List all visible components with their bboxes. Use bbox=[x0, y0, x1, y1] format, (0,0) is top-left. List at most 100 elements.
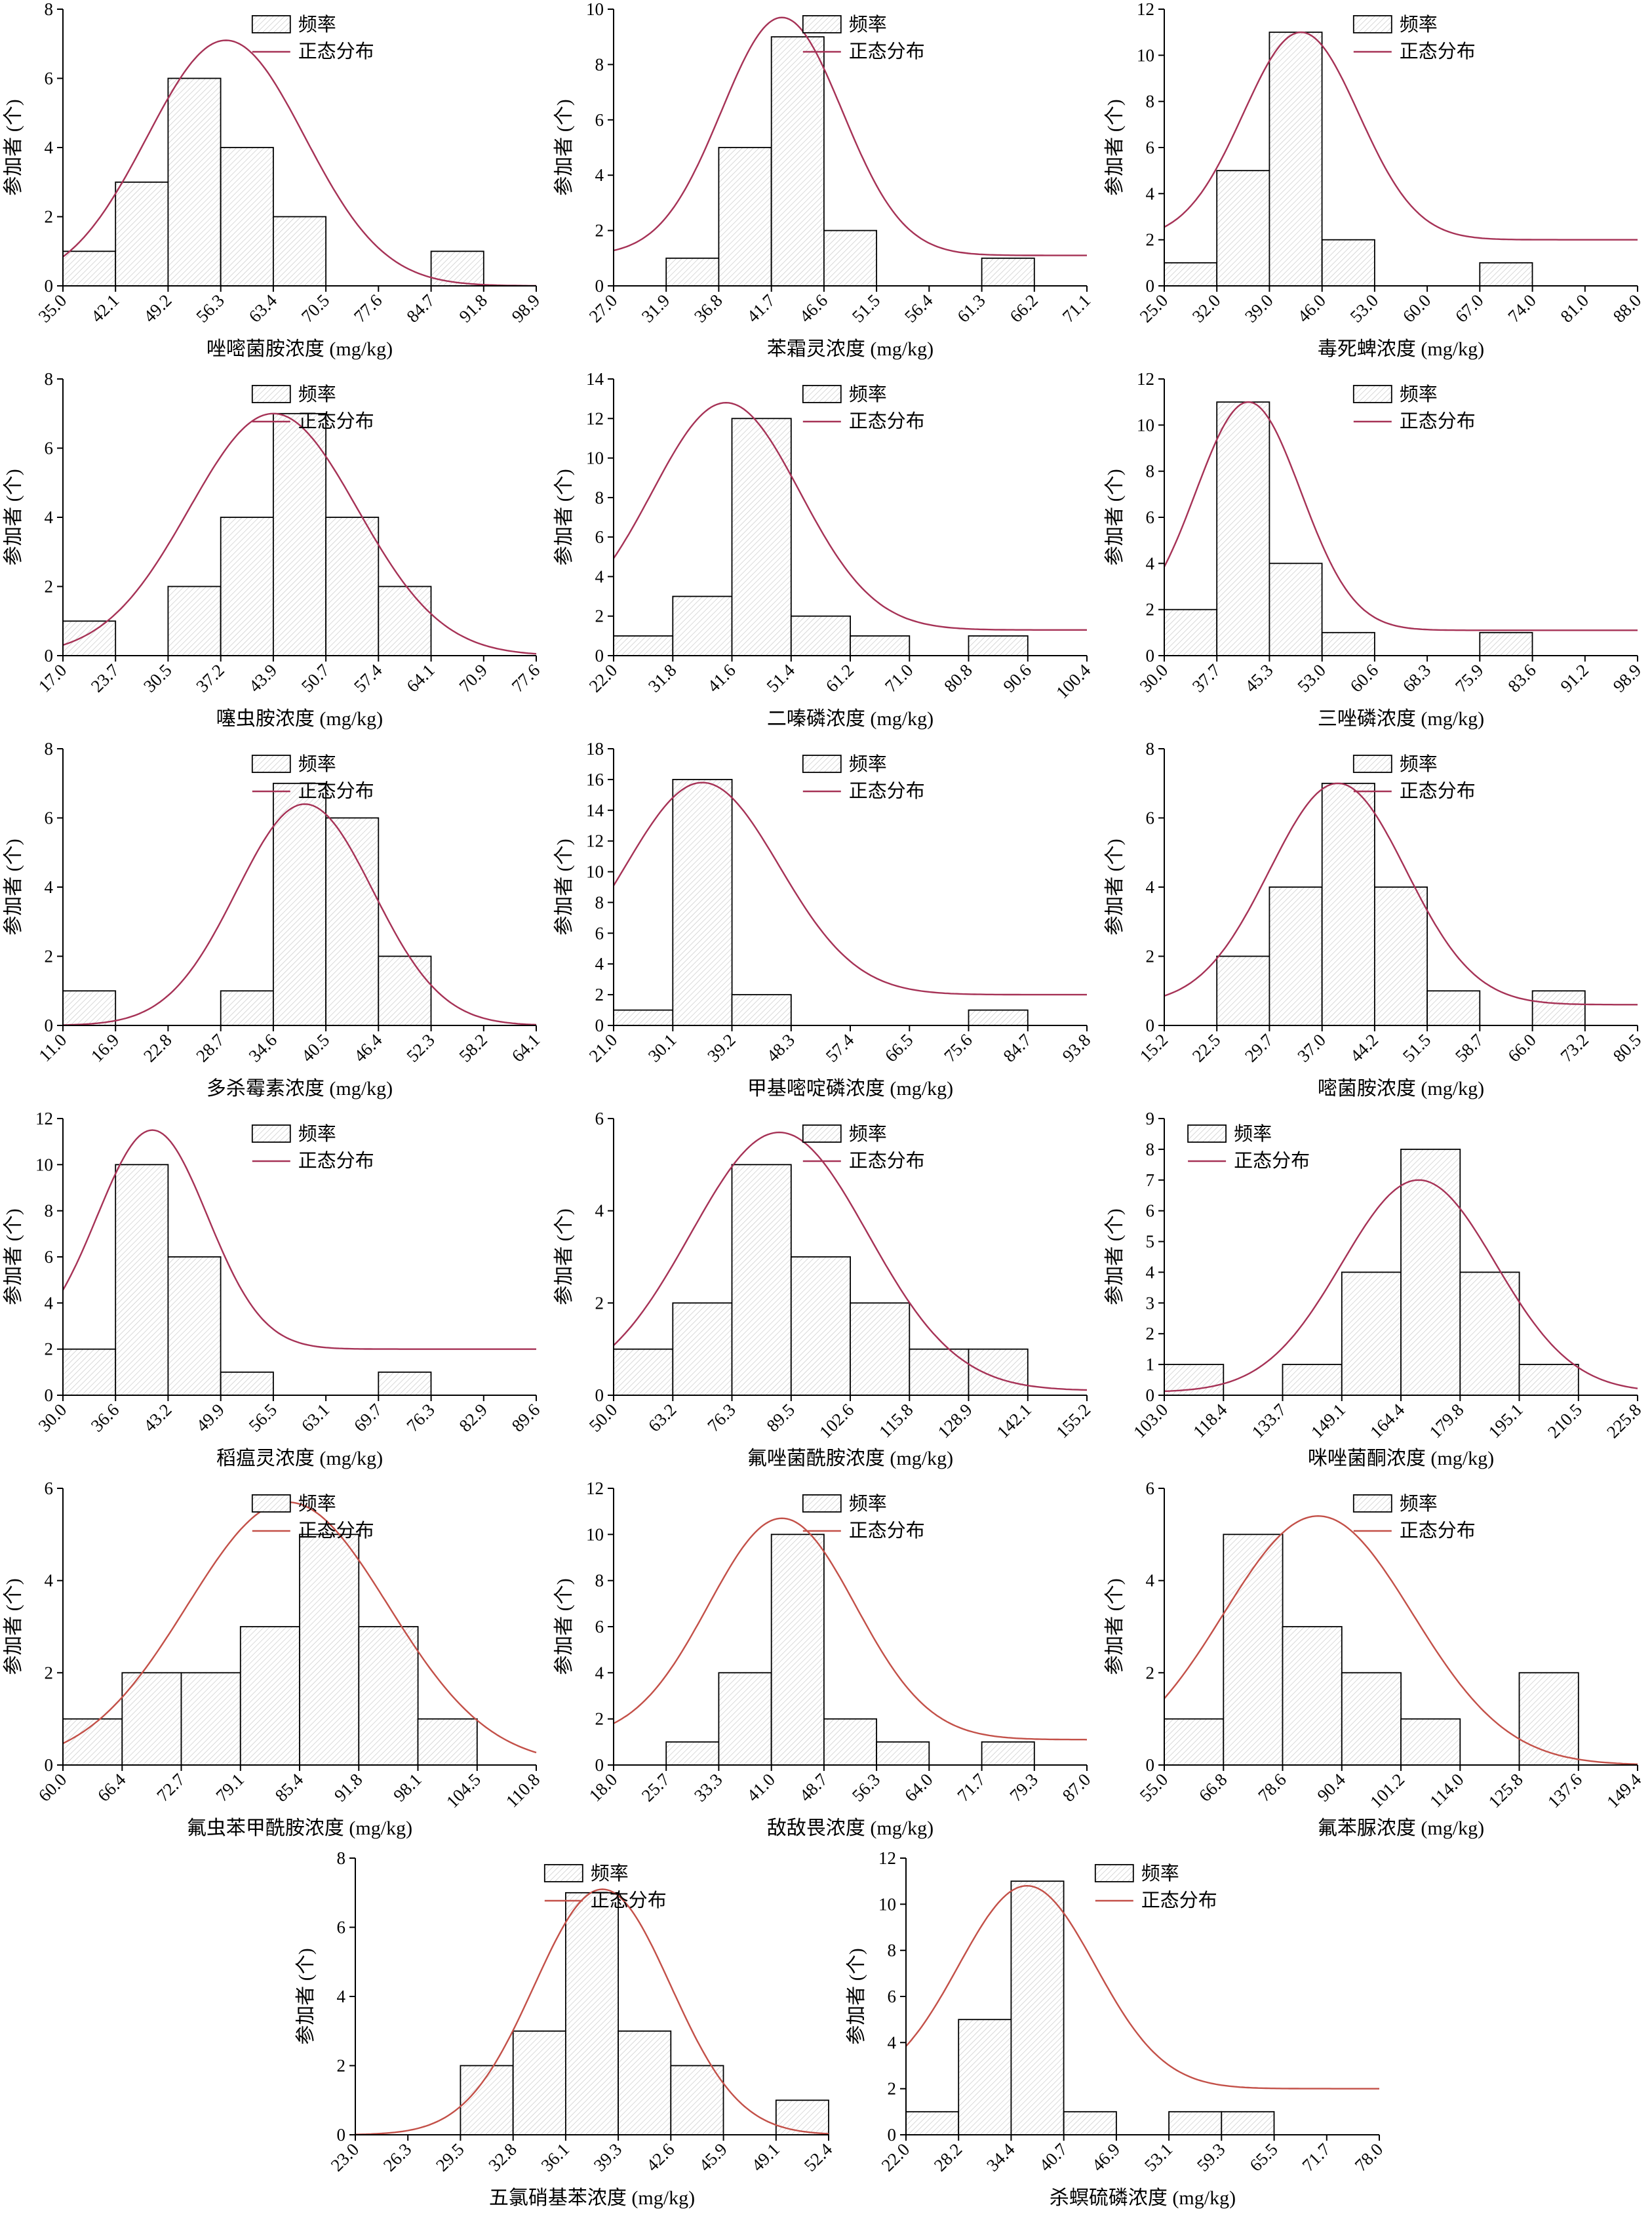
x-tick-label: 51.5 bbox=[1399, 1030, 1435, 1066]
y-tick-label: 8 bbox=[45, 740, 54, 759]
x-tick-label: 56.5 bbox=[245, 1400, 281, 1436]
x-tick-label: 31.8 bbox=[644, 660, 680, 696]
y-axis-title: 参加者 (个) bbox=[1104, 1578, 1126, 1675]
x-tick-label: 46.4 bbox=[350, 1030, 386, 1066]
x-tick-label: 59.3 bbox=[1193, 2139, 1229, 2175]
x-tick-label: 35.0 bbox=[35, 290, 71, 327]
histogram-bar bbox=[512, 2030, 566, 2135]
y-tick-label: 12 bbox=[1137, 0, 1154, 19]
y-axis-title: 参加者 (个) bbox=[3, 1208, 24, 1305]
x-axis-title: 氟虫苯甲酰胺浓度 (mg/kg) bbox=[187, 1817, 412, 1839]
x-tick-label: 80.8 bbox=[940, 660, 976, 696]
legend-normal-label: 正态分布 bbox=[1400, 780, 1476, 802]
y-tick-label: 14 bbox=[586, 801, 604, 820]
chart-cell: 0 2 4 6 8 10 12 25.0 32.0 39.0 46.0 53.0 60.0 67.0 74.… bbox=[1101, 0, 1652, 370]
histogram-bar bbox=[272, 412, 326, 656]
y-tick-label: 4 bbox=[45, 138, 54, 157]
y-tick-label: 6 bbox=[595, 1617, 604, 1637]
chart-8: 0 2 4 6 8 10 12 14 16 18 21.0 30.1 39.2 48.3 57.4 66.5 7… bbox=[553, 739, 1094, 1100]
y-tick-label: 6 bbox=[1146, 507, 1155, 527]
histogram-bar bbox=[378, 955, 432, 1026]
y-tick-label: 4 bbox=[45, 1293, 54, 1313]
x-tick-label: 64.1 bbox=[403, 660, 439, 696]
y-tick-label: 4 bbox=[1146, 1262, 1155, 1282]
histogram-bar bbox=[62, 990, 117, 1026]
x-axis-title: 毒死蜱浓度 (mg/kg) bbox=[1318, 338, 1484, 360]
y-tick-label: 8 bbox=[888, 1941, 897, 1960]
x-tick-label: 125.8 bbox=[1485, 1770, 1527, 1812]
normal-distribution-curve bbox=[355, 1888, 829, 2135]
y-tick-label: 6 bbox=[595, 527, 604, 547]
histogram-bar bbox=[731, 418, 792, 656]
x-tick-label: 45.3 bbox=[1241, 660, 1277, 696]
y-axis-title: 参加者 (个) bbox=[3, 1578, 24, 1675]
x-tick-label: 91.8 bbox=[330, 1770, 366, 1806]
x-tick-label: 82.9 bbox=[455, 1400, 491, 1436]
y-axis-title: 参加者 (个) bbox=[553, 1208, 575, 1305]
normal-distribution-curve bbox=[613, 16, 1087, 256]
x-tick-label: 101.2 bbox=[1366, 1770, 1408, 1812]
x-tick-label: 52.4 bbox=[800, 2139, 836, 2175]
histogram-bar bbox=[1479, 631, 1533, 656]
y-tick-label: 2 bbox=[337, 2056, 346, 2076]
histogram-bar bbox=[115, 1164, 169, 1396]
histogram-bar bbox=[1282, 1626, 1343, 1766]
x-tick-label: 142.1 bbox=[993, 1400, 1035, 1442]
histogram-bar bbox=[1216, 955, 1270, 1026]
x-tick-label: 30.0 bbox=[35, 1400, 71, 1436]
normal-distribution-curve bbox=[1164, 1515, 1638, 1765]
legend-frequency-swatch bbox=[802, 15, 842, 33]
histogram-bar bbox=[618, 2030, 672, 2135]
y-tick-label: 4 bbox=[45, 877, 54, 897]
y-tick-label: 4 bbox=[595, 1663, 604, 1682]
histogram-bar bbox=[121, 1672, 182, 1766]
x-tick-label: 61.3 bbox=[953, 290, 989, 327]
histogram-bar bbox=[1373, 886, 1428, 1026]
x-tick-label: 40.7 bbox=[1035, 2139, 1071, 2175]
histogram-bar bbox=[968, 1009, 1029, 1026]
x-tick-label: 29.7 bbox=[1241, 1030, 1277, 1066]
x-tick-label: 84.7 bbox=[999, 1030, 1035, 1066]
y-tick-label: 0 bbox=[45, 1016, 54, 1035]
x-tick-label: 78.0 bbox=[1351, 2139, 1387, 2175]
legend-normal-label: 正态分布 bbox=[849, 780, 925, 802]
y-tick-label: 2 bbox=[888, 2079, 897, 2099]
y-tick-label: 0 bbox=[1146, 1016, 1155, 1035]
chart-4: 0 2 4 6 8 17.0 23.7 30.5 37.2 43.9 50.7 57.4 64.1 70.… bbox=[3, 369, 543, 730]
x-tick-label: 60.6 bbox=[1347, 660, 1383, 696]
histogram-bar bbox=[430, 250, 484, 287]
x-tick-label: 36.6 bbox=[87, 1400, 123, 1436]
x-tick-label: 79.1 bbox=[212, 1770, 248, 1806]
y-tick-label: 0 bbox=[595, 1385, 604, 1405]
x-axis-title: 二嗪磷浓度 (mg/kg) bbox=[767, 708, 934, 730]
normal-distribution-curve bbox=[905, 1884, 1379, 2090]
y-tick-label: 12 bbox=[1137, 370, 1154, 389]
legend-frequency-label: 频率 bbox=[849, 1493, 887, 1515]
histogram-bar bbox=[272, 216, 326, 287]
y-tick-label: 8 bbox=[337, 1849, 346, 1868]
normal-distribution-curve bbox=[62, 803, 537, 1026]
x-tick-label: 76.3 bbox=[403, 1400, 439, 1436]
x-axis-title: 氟唑菌酰胺浓度 (mg/kg) bbox=[747, 1448, 953, 1469]
histogram-bar bbox=[1164, 1718, 1225, 1766]
chart-cell: 0 2 4 6 60.0 66.4 72.7 79.1 85.4 91.8 98.1 104.5 110… bbox=[0, 1478, 551, 1849]
legend-normal-label: 正态分布 bbox=[298, 780, 374, 802]
chart-cell: 0 2 4 6 8 10 12 14 16 18 21.0 30.1 39.2 48.3 57.4 66.5 7… bbox=[551, 739, 1101, 1109]
chart-2: 0 2 4 6 8 10 27.0 31.9 36.8 41.7 46.6 51.5 56.4 61.3 6… bbox=[553, 0, 1095, 360]
x-tick-label: 36.1 bbox=[538, 2139, 574, 2175]
x-tick-label: 71.1 bbox=[1059, 290, 1095, 327]
histogram-bar bbox=[220, 147, 274, 287]
x-tick-label: 23.0 bbox=[327, 2139, 363, 2175]
x-tick-label: 71.7 bbox=[1298, 2139, 1334, 2175]
legend-frequency-label: 频率 bbox=[1234, 1123, 1272, 1145]
chart-cell: 0 2 4 6 8 15.2 22.5 29.7 37.0 44.2 51.5 58.7 66.0 73.… bbox=[1101, 739, 1652, 1109]
histogram-bar bbox=[613, 1009, 674, 1026]
x-tick-label: 37.0 bbox=[1293, 1030, 1329, 1066]
chart-11: 0 2 4 6 50.0 63.2 76.3 89.5 102.6 115.8 128.9 142.1… bbox=[553, 1109, 1094, 1469]
legend-normal-label: 正态分布 bbox=[1400, 41, 1476, 62]
y-tick-label: 7 bbox=[1146, 1170, 1155, 1190]
histogram-bar bbox=[850, 1302, 911, 1396]
histogram-bar bbox=[1531, 990, 1586, 1026]
x-tick-label: 50.7 bbox=[298, 660, 334, 696]
y-axis-title: 参加者 (个) bbox=[3, 469, 24, 565]
